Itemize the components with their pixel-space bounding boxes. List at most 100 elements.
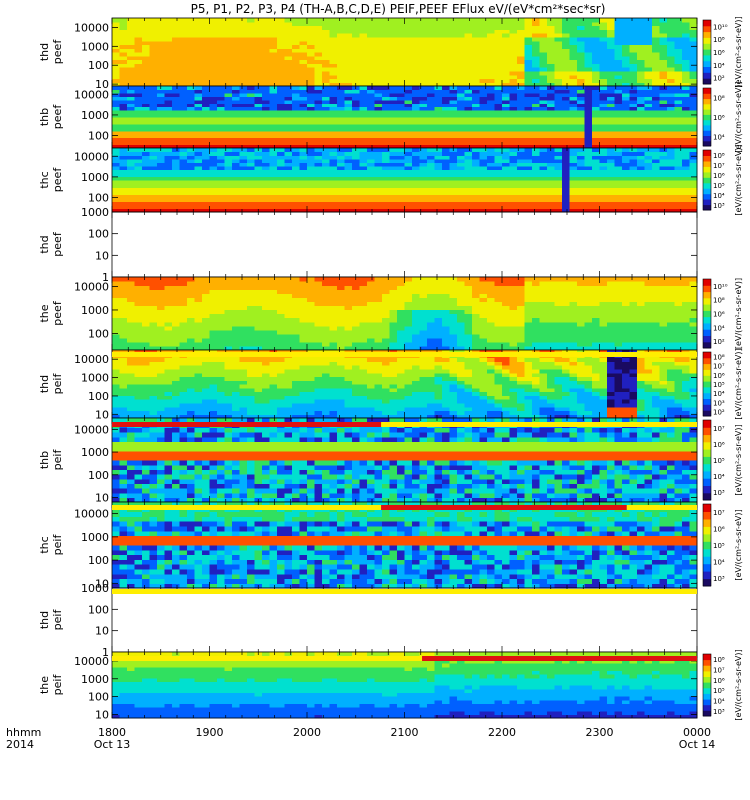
heatmap-cell [239, 151, 248, 156]
heatmap-cell [599, 52, 608, 57]
heatmap-cell [614, 208, 623, 213]
heatmap-cell [277, 36, 286, 42]
heatmap-cell [322, 21, 331, 27]
heatmap-cell [689, 78, 698, 83]
heatmap-cell [554, 78, 563, 83]
heatmap-cell [689, 151, 698, 156]
heatmap-cell [179, 120, 188, 125]
heatmap-cell [592, 137, 601, 142]
heatmap-cell [179, 333, 188, 339]
heatmap-cell [472, 48, 481, 53]
heatmap-cell [472, 187, 481, 192]
heatmap-cell [427, 120, 436, 125]
heatmap-cell [359, 180, 368, 185]
heatmap-cell [592, 48, 601, 53]
heatmap-cell [442, 144, 451, 149]
heatmap-cell [112, 18, 121, 23]
heatmap-cell [344, 165, 353, 170]
heatmap-cell [149, 158, 158, 163]
heatmap-cell [262, 144, 271, 149]
heatmap-cell [524, 144, 533, 149]
heatmap-cell [179, 44, 188, 49]
heatmap-cell [202, 21, 211, 27]
heatmap-cell [397, 130, 406, 135]
heatmap-cell [149, 36, 158, 42]
heatmap-cell [472, 52, 481, 57]
heatmap-cell [652, 99, 661, 104]
heatmap-cell [539, 208, 548, 213]
heatmap-cell [547, 40, 556, 46]
heatmap-cell [562, 162, 571, 167]
heatmap-cell [119, 92, 128, 97]
heatmap-cell [569, 137, 578, 142]
heatmap-cell [232, 187, 241, 192]
heatmap-cell [412, 89, 421, 94]
heatmap-cell [149, 201, 158, 206]
heatmap-cell [112, 158, 121, 163]
heatmap-cell [119, 165, 128, 170]
heatmap-cell [644, 123, 653, 128]
heatmap-cell [307, 110, 316, 115]
heatmap-cell [239, 285, 248, 290]
heatmap-cell [479, 187, 488, 192]
heatmap-cell [659, 21, 668, 27]
heatmap-cell [307, 134, 316, 139]
heatmap-cell [262, 190, 271, 195]
heatmap-cell [382, 29, 391, 34]
heatmap-cell [577, 201, 586, 206]
heatmap-cell [352, 165, 361, 170]
heatmap-cell [509, 165, 518, 170]
heatmap-cell [584, 162, 593, 167]
heatmap-cell [352, 180, 361, 185]
heatmap-cell [667, 176, 676, 181]
heatmap-cell [569, 96, 578, 101]
heatmap-cell [202, 321, 211, 327]
heatmap-cell [374, 63, 383, 68]
heatmap-cell [449, 55, 458, 61]
heatmap-cell [239, 313, 248, 319]
heatmap-cell [637, 197, 646, 202]
heatmap-cell [442, 141, 451, 146]
heatmap-cell [217, 151, 226, 156]
heatmap-cell [614, 123, 623, 128]
heatmap-cell [239, 305, 248, 311]
heatmap-cell [344, 176, 353, 181]
heatmap-cell [254, 313, 263, 319]
heatmap-cell [562, 52, 571, 57]
heatmap-cell [644, 169, 653, 174]
heatmap-cell [179, 78, 188, 83]
heatmap-cell [254, 305, 263, 311]
heatmap-cell [622, 130, 631, 135]
y-label-product: peef [51, 39, 64, 65]
heatmap-cell [644, 141, 653, 146]
heatmap-cell [494, 117, 503, 121]
heatmap-cell [434, 130, 443, 135]
heatmap-cell [367, 176, 376, 181]
heatmap-cell [389, 180, 398, 185]
heatmap-cell [539, 63, 548, 68]
heatmap-cell [509, 194, 518, 199]
heatmap-cell [622, 92, 631, 97]
heatmap-cell [637, 148, 646, 153]
heatmap-cell [614, 33, 623, 38]
heatmap-cell [427, 55, 436, 61]
heatmap-cell [112, 74, 121, 80]
heatmap-cell [352, 59, 361, 64]
heatmap-cell [644, 180, 653, 185]
heatmap-cell [119, 29, 128, 34]
heatmap-cell [592, 21, 601, 27]
heatmap-cell [427, 204, 436, 210]
heatmap-cell [359, 96, 368, 101]
heatmap-cell [397, 18, 406, 23]
heatmap-cell [164, 86, 173, 90]
heatmap-cell [532, 141, 541, 146]
heatmap-cell [584, 155, 593, 160]
heatmap-cell [644, 92, 653, 97]
heatmap-cell [517, 197, 526, 202]
heatmap-cell [164, 70, 173, 76]
colorbar-swatch [703, 103, 711, 110]
heatmap-cell [292, 117, 301, 121]
heatmap-cell [607, 67, 616, 72]
heatmap-cell [622, 74, 631, 80]
